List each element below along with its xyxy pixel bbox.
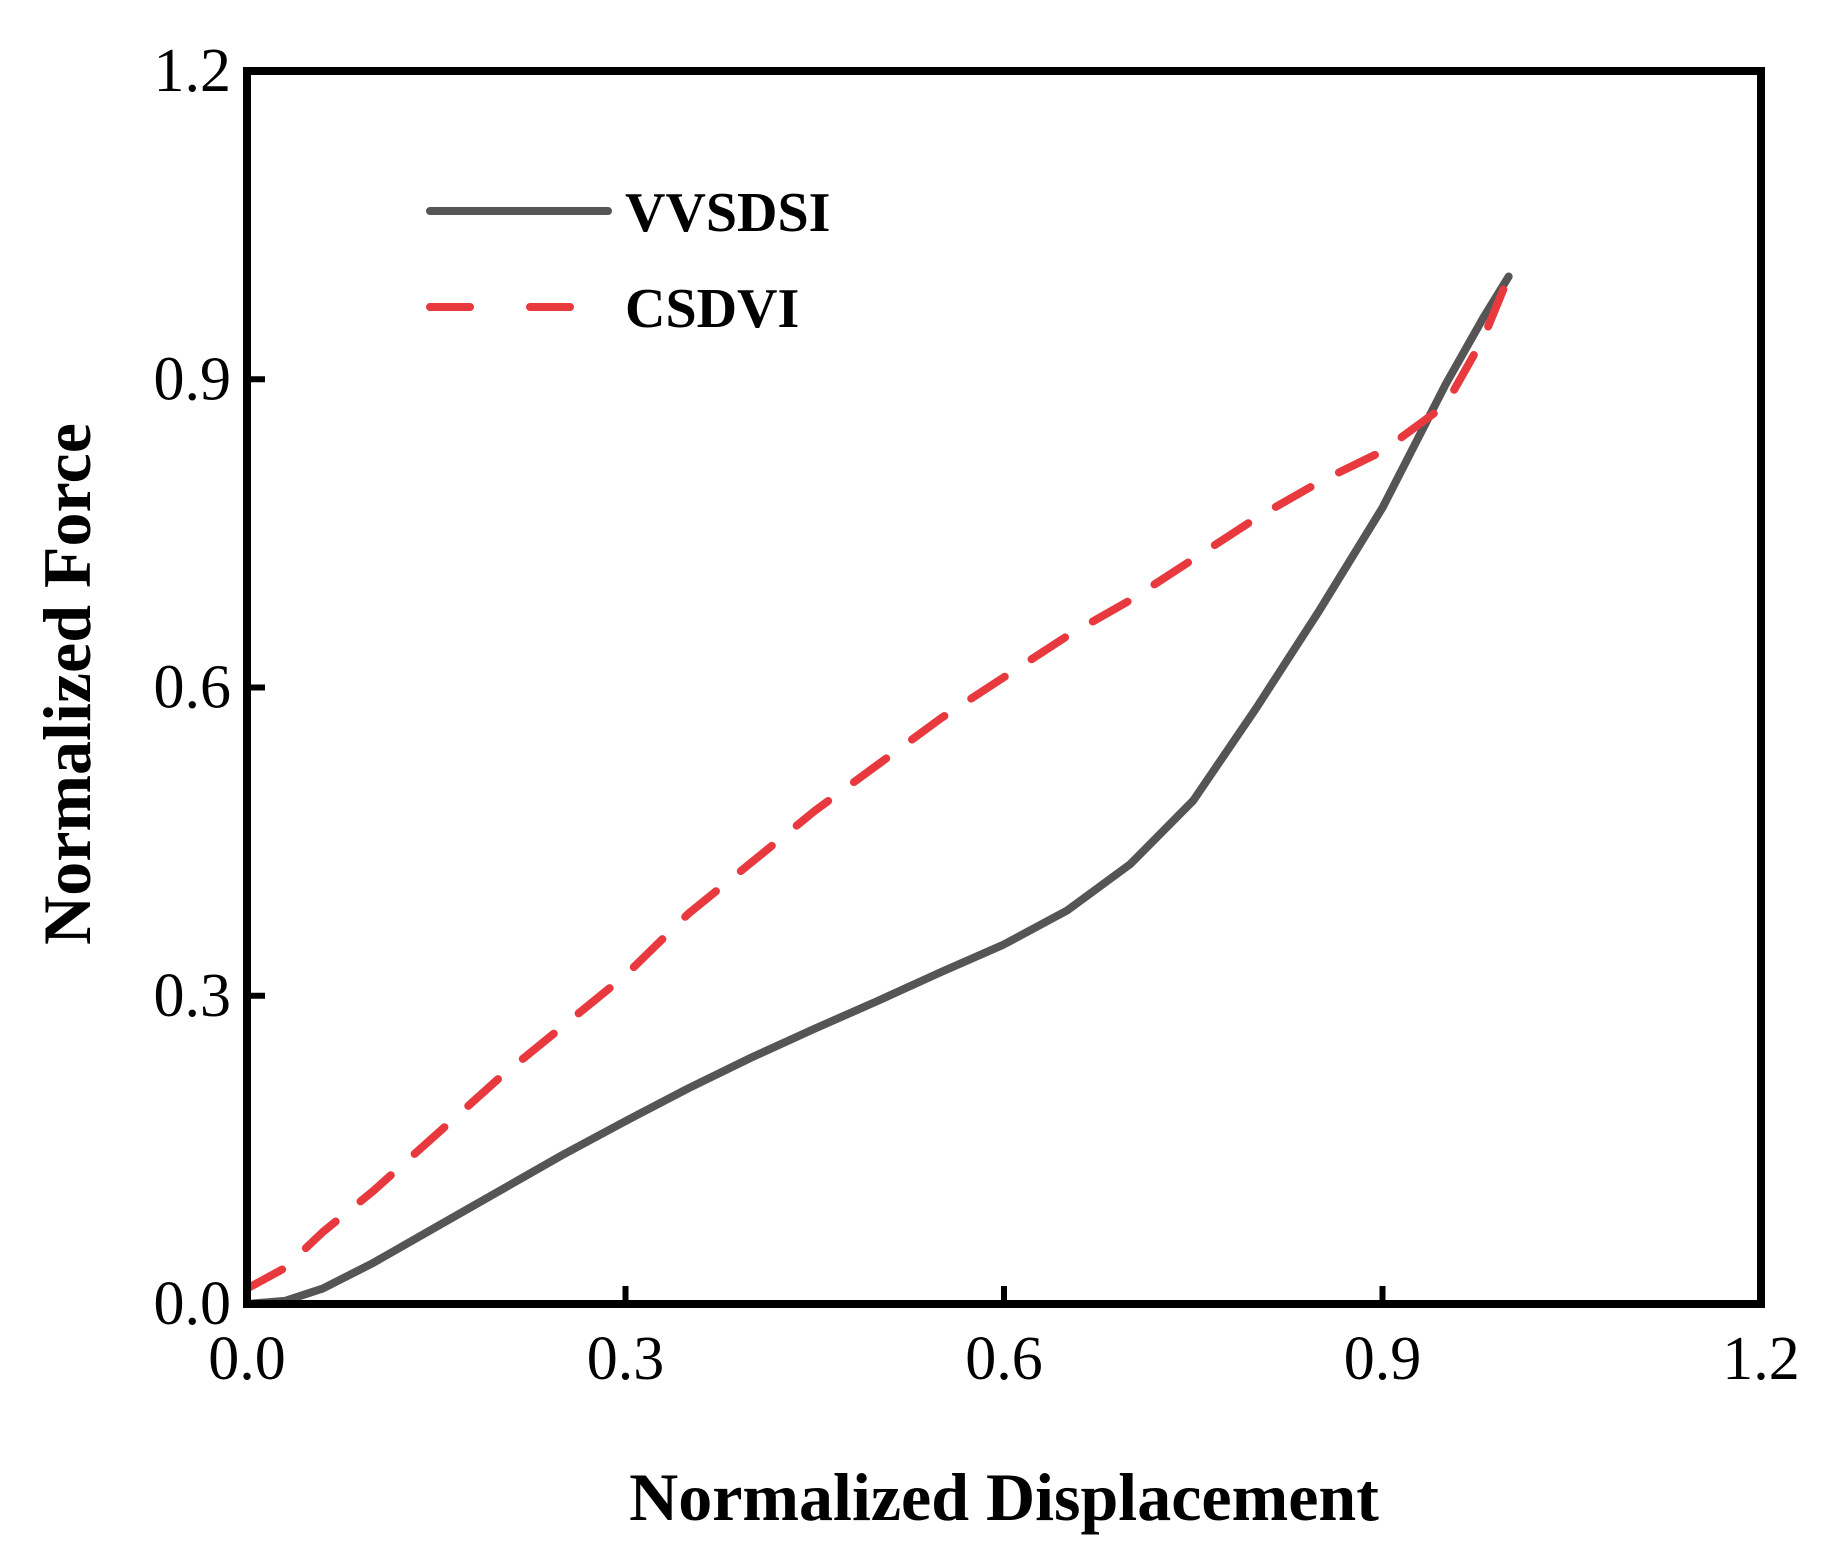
x-tick-label: 0.0 bbox=[208, 1325, 286, 1393]
y-tick-label: 0.0 bbox=[154, 1270, 232, 1338]
x-tick-label: 0.9 bbox=[1344, 1325, 1422, 1393]
y-tick-label: 1.2 bbox=[154, 37, 232, 105]
y-axis-title: Normalized Force bbox=[29, 423, 105, 945]
series-line-vvsdsi bbox=[243, 272, 1513, 1308]
legend: VVSDSI CSDVI bbox=[426, 182, 830, 340]
plot-area: 0.0 0.3 0.6 0.9 1.2 0.0 0.3 0.6 0.9 1.2 bbox=[154, 37, 1800, 1393]
x-tick-label: 1.2 bbox=[1722, 1325, 1800, 1393]
series-line-csdvi bbox=[243, 272, 1513, 1293]
plot-frame bbox=[243, 67, 1765, 1308]
series-group bbox=[243, 272, 1513, 1308]
x-axis-ticks: 0.0 0.3 0.6 0.9 1.2 bbox=[208, 1286, 1800, 1393]
y-tick-label: 0.6 bbox=[154, 654, 232, 722]
y-tick-label: 0.9 bbox=[154, 345, 232, 413]
legend-label-vvsdsi: VVSDSI bbox=[625, 182, 830, 244]
x-tick-label: 0.3 bbox=[587, 1325, 665, 1393]
y-tick-label: 0.3 bbox=[154, 962, 232, 1030]
x-tick-label: 0.6 bbox=[965, 1325, 1043, 1393]
y-axis-ticks: 0.0 0.3 0.6 0.9 1.2 bbox=[154, 37, 265, 1338]
legend-label-csdvi: CSDVI bbox=[625, 278, 799, 340]
x-axis-title: Normalized Displacement bbox=[629, 1459, 1379, 1535]
